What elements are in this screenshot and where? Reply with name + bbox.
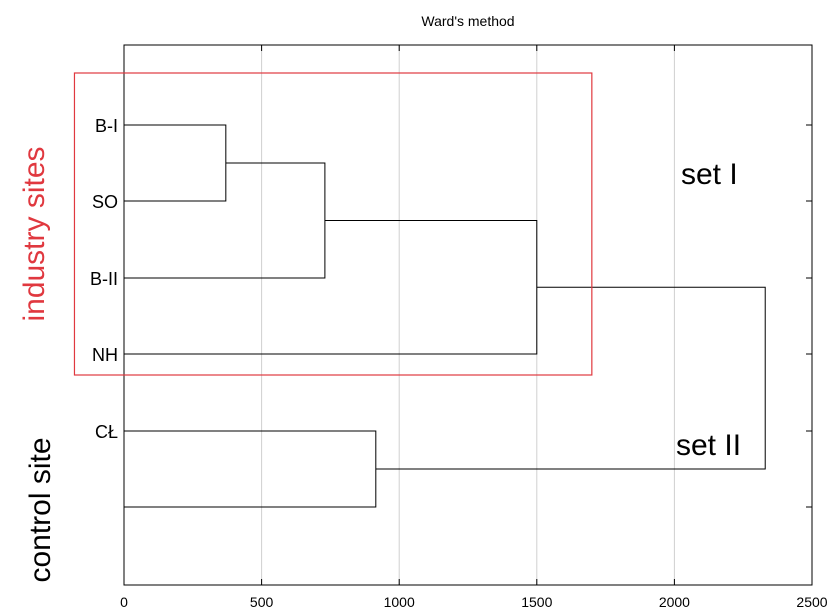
set-label-2: set II (676, 429, 741, 462)
x-tick-label: 0 (120, 594, 128, 610)
plot-frame (123, 44, 813, 586)
dendrogram-link (124, 430, 377, 508)
x-tick-label: 2000 (659, 594, 690, 610)
dendrogram-tree (124, 124, 766, 508)
group-label-industry-sites: industry sites (18, 146, 51, 321)
x-tick-label: 500 (250, 594, 274, 610)
grid-lines (261, 45, 675, 585)
set-label-1: set I (681, 158, 738, 191)
leaf-label: SO (92, 192, 118, 212)
dendrogram-link (375, 286, 766, 470)
x-tick-label: 2500 (796, 594, 827, 610)
leaf-label: B-I (95, 116, 118, 136)
leaf-label: NH (92, 345, 118, 365)
x-tick-label: 1000 (384, 594, 415, 610)
leaf-label: B-II (90, 269, 118, 289)
leaf-labels: B-I SO B-II NH CŁ (90, 116, 118, 442)
x-tick-label: 1500 (521, 594, 552, 610)
leaf-label: CŁ (95, 422, 118, 442)
dendrogram-link (124, 124, 227, 202)
dendrogram-link (124, 220, 538, 355)
group-label-control-site: control site (24, 437, 57, 582)
x-axis-ticks: 0 500 1000 1500 2000 2500 (120, 45, 828, 610)
dendrogram-link (124, 162, 326, 279)
highlight-box (73, 72, 593, 376)
chart-title: Ward's method (421, 13, 514, 29)
